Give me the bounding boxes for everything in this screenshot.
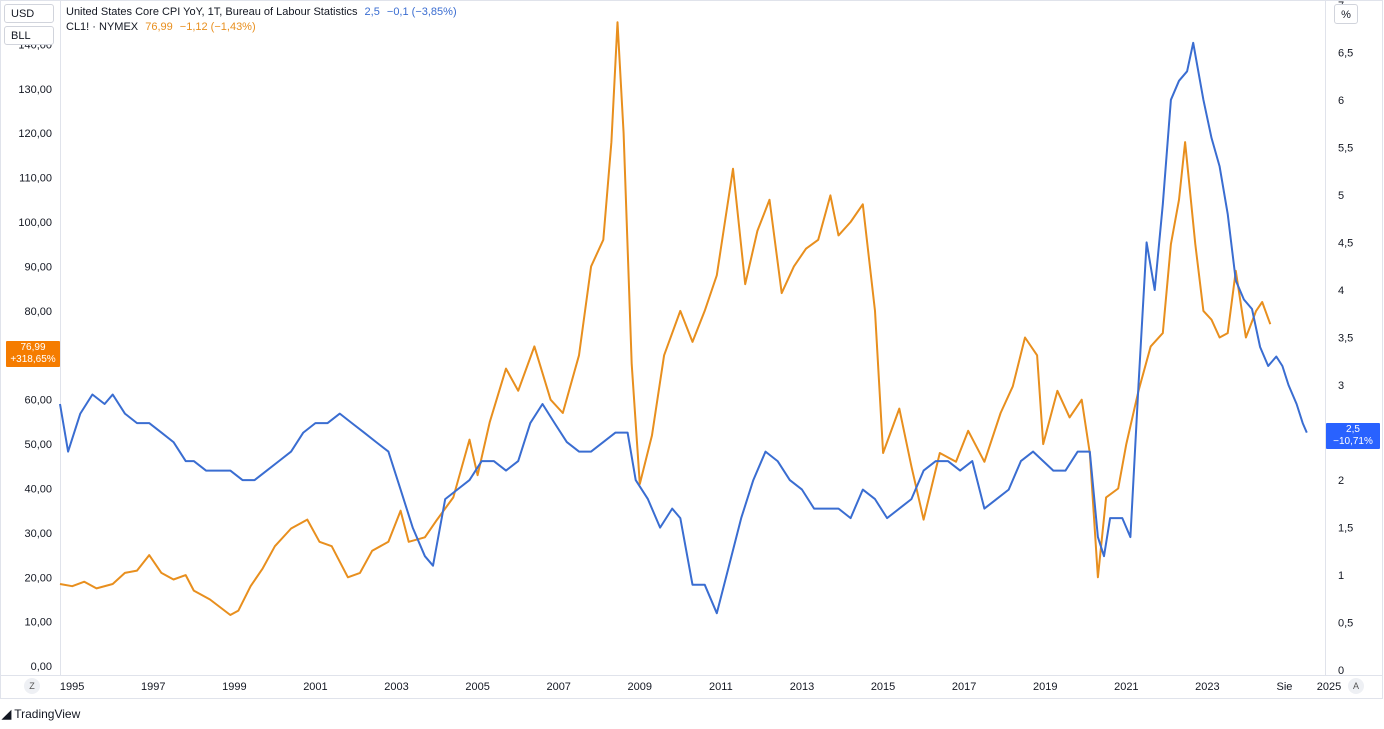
auto-scale-button[interactable]: A xyxy=(1348,678,1364,694)
left-tick-label: 20,00 xyxy=(24,572,52,584)
cpi-series-line xyxy=(59,41,1308,615)
left-tick-label: 120,00 xyxy=(18,128,52,140)
time-tick-label: 2023 xyxy=(1195,681,1219,693)
time-tick-label: 1999 xyxy=(222,681,246,693)
tradingview-logo[interactable]: ◢ TradingView xyxy=(2,707,80,721)
right-tick-label: 6,5 xyxy=(1338,47,1353,59)
series-lines xyxy=(59,21,1308,616)
cpi-tag-change: −10,71% xyxy=(1333,436,1373,447)
time-axis[interactable] xyxy=(0,675,1383,700)
left-axis-ticks: 0,0010,0020,0030,0040,0050,0060,0070,008… xyxy=(18,39,52,673)
right-tick-label: 4 xyxy=(1338,285,1344,297)
zoom-button[interactable]: Z xyxy=(24,678,40,694)
left-price-axis[interactable] xyxy=(0,0,61,675)
left-tick-label: 50,00 xyxy=(24,439,52,451)
currency-button[interactable]: USD xyxy=(4,4,54,23)
left-tick-label: 0,00 xyxy=(31,661,52,673)
right-tick-label: 3,5 xyxy=(1338,333,1353,345)
left-tick-label: 40,00 xyxy=(24,483,52,495)
right-tick-label: 5 xyxy=(1338,190,1344,202)
right-tick-label: 5,5 xyxy=(1338,142,1353,154)
right-tick-label: 0 xyxy=(1338,665,1344,677)
time-tick-label: 2001 xyxy=(303,681,327,693)
legend-row-oil[interactable]: CL1! · NYMEX 76,99 −1,12 (−1,43%) xyxy=(66,21,260,33)
percent-scale-button[interactable]: % xyxy=(1334,4,1358,24)
legend-row-cpi[interactable]: United States Core CPI YoY, 1T, Bureau o… xyxy=(66,6,461,18)
legend-cpi-value: 2,5 xyxy=(364,6,380,18)
left-tick-label: 60,00 xyxy=(24,395,52,407)
time-tick-label: 2021 xyxy=(1114,681,1138,693)
left-tick-label: 80,00 xyxy=(24,306,52,318)
right-tick-label: 1,5 xyxy=(1338,523,1353,535)
left-tick-label: 100,00 xyxy=(18,217,52,229)
oil-series-line xyxy=(59,21,1272,616)
time-tick-label: 2017 xyxy=(952,681,976,693)
right-axis-ticks: 00,511,522,533,544,555,566,57 xyxy=(1338,0,1353,677)
time-axis-ticks: 1995 1997 1999 2001 2003 2005 2007 2009 2011 2013… xyxy=(60,681,1341,693)
time-tick-label: 2003 xyxy=(384,681,408,693)
right-tick-label: 2 xyxy=(1338,475,1344,487)
left-tick-label: 110,00 xyxy=(19,173,52,185)
oil-price-tag: 76,99 +318,65% xyxy=(6,341,60,367)
left-tick-label: 90,00 xyxy=(24,261,52,273)
time-tick-label: 2019 xyxy=(1033,681,1057,693)
right-tick-label: 6 xyxy=(1338,95,1344,107)
tradingview-name: TradingView xyxy=(14,707,81,721)
chart-frame xyxy=(0,0,1383,699)
time-tick-label: 1995 xyxy=(60,681,84,693)
cpi-tag-value: 2,5 xyxy=(1346,424,1360,435)
legend-cpi-name: United States Core CPI YoY, 1T, Bureau o… xyxy=(66,6,358,18)
time-tick-label: 2005 xyxy=(465,681,489,693)
right-tick-label: 1 xyxy=(1338,570,1344,582)
time-tick-label: 2011 xyxy=(709,681,733,693)
legend-oil-value: 76,99 xyxy=(145,21,173,33)
right-tick-label: 0,5 xyxy=(1338,618,1353,630)
legend-oil-name: CL1! · NYMEX xyxy=(66,21,139,33)
left-tick-label: 10,00 xyxy=(24,617,52,629)
right-tick-label: 4,5 xyxy=(1338,237,1353,249)
unit-button[interactable]: BLL xyxy=(4,26,54,45)
oil-tag-value: 76,99 xyxy=(20,342,46,353)
time-tick-label: 2007 xyxy=(546,681,570,693)
oil-tag-change: +318,65% xyxy=(10,354,56,365)
time-tick-label: 2015 xyxy=(871,681,895,693)
left-tick-label: 30,00 xyxy=(24,528,52,540)
legend-oil-change: −1,12 (−1,43%) xyxy=(179,21,256,33)
time-tick-label: 2013 xyxy=(790,681,814,693)
right-percent-axis[interactable] xyxy=(1325,0,1384,675)
cpi-price-tag: 2,5 −10,71% xyxy=(1326,423,1380,449)
time-tick-label: Sie xyxy=(1277,681,1293,693)
right-tick-label: 3 xyxy=(1338,380,1344,392)
left-tick-label: 130,00 xyxy=(18,84,52,96)
legend-cpi-change: −0,1 (−3,85%) xyxy=(386,6,457,18)
time-tick-label: 2009 xyxy=(628,681,652,693)
time-tick-label: 1997 xyxy=(141,681,165,693)
time-tick-label: 2025 xyxy=(1317,681,1341,693)
tradingview-icon: ◢ xyxy=(2,707,12,721)
